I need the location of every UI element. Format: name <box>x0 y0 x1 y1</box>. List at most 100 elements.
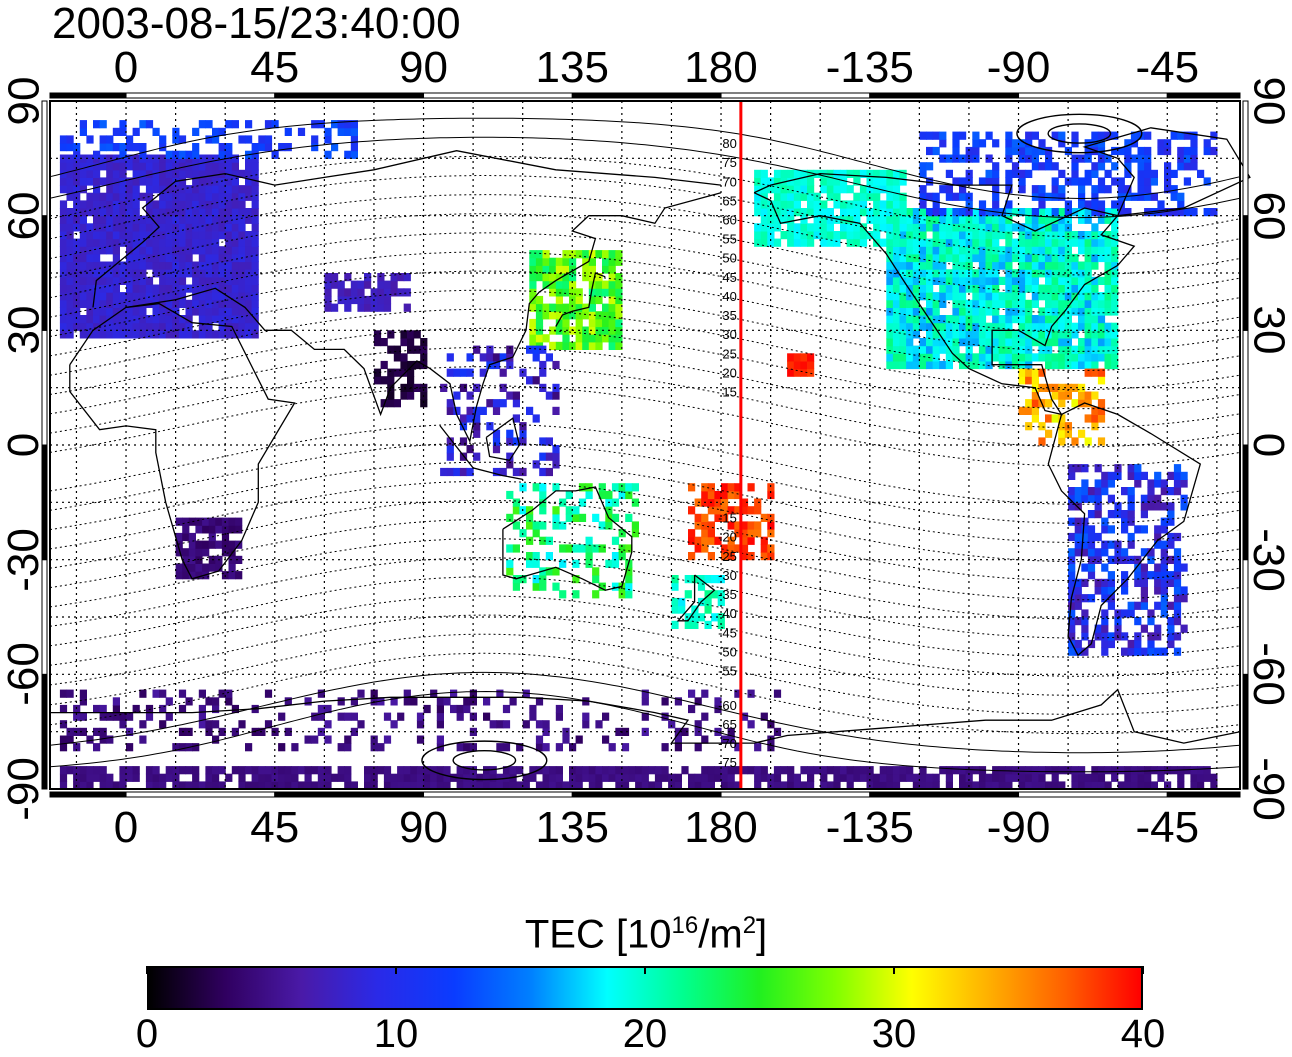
tec-cell <box>337 766 345 775</box>
tec-cell <box>952 292 960 301</box>
tec-cell <box>331 280 339 289</box>
tec-cell <box>205 330 213 339</box>
tec-cell <box>932 200 940 209</box>
tec-cell <box>542 781 550 790</box>
tec-cell <box>1005 338 1013 347</box>
tec-cell <box>66 238 74 247</box>
tec-cell <box>919 223 927 232</box>
tec-cell <box>344 712 352 721</box>
tec-cell <box>873 185 881 194</box>
tec-cell <box>1160 647 1168 656</box>
tec-cell <box>892 185 901 194</box>
tec-cell <box>145 773 154 782</box>
tec-cell <box>106 284 114 293</box>
tec-cell <box>225 223 233 232</box>
tec-cell <box>258 135 266 144</box>
tec-cell <box>939 292 947 301</box>
tec-cell <box>251 200 259 209</box>
tec-cell <box>198 253 206 263</box>
tec-cell <box>145 185 154 194</box>
tec-cell <box>205 292 213 301</box>
tec-cell <box>1104 307 1112 316</box>
tec-cell <box>1167 555 1175 564</box>
tec-cell <box>258 766 266 775</box>
tec-cell <box>238 231 246 240</box>
tec-cell <box>1071 773 1079 782</box>
tec-cell <box>66 322 74 331</box>
tec-cell <box>727 727 735 736</box>
tec-cell <box>899 223 907 232</box>
tec-cell <box>998 773 1006 782</box>
tec-cell <box>159 215 167 224</box>
tec-cell <box>539 521 547 530</box>
tec-cell <box>251 223 259 232</box>
tec-cell <box>773 781 782 790</box>
tec-cell <box>407 368 415 377</box>
tec-cell <box>641 689 649 698</box>
tec-cell <box>760 238 768 247</box>
tec-cell <box>188 548 196 557</box>
tec-cell <box>93 307 101 316</box>
tec-cell <box>932 781 940 790</box>
tec-cell <box>208 563 216 572</box>
tec-cell <box>499 383 507 392</box>
tec-cell <box>337 773 345 782</box>
tec-cell <box>1081 532 1089 542</box>
tec-cell <box>555 303 563 312</box>
tec-cell <box>985 299 993 308</box>
tec-cell <box>1114 471 1122 480</box>
tec-cell <box>1084 330 1092 339</box>
tec-cell <box>932 322 940 331</box>
tec-cell <box>132 238 140 247</box>
tec-cell <box>959 215 967 224</box>
tec-cell <box>787 169 795 178</box>
tec-cell <box>132 192 140 201</box>
tec-cell <box>1140 594 1148 603</box>
tec-cell <box>892 238 901 247</box>
tec-cell <box>1170 185 1178 194</box>
tec-cell <box>159 192 167 201</box>
tec-cell <box>572 559 580 568</box>
tec-cell <box>1074 517 1082 526</box>
tec-cell <box>175 548 183 557</box>
tec-cell <box>198 689 206 698</box>
tec-cell <box>694 773 702 782</box>
tec-cell <box>1084 315 1092 324</box>
tec-cell <box>1018 353 1026 362</box>
tec-cell <box>998 766 1006 775</box>
tec-cell <box>919 269 927 278</box>
tec-cell <box>473 429 481 438</box>
tec-cell <box>106 781 114 790</box>
tec-cell <box>79 284 87 293</box>
tec-cell <box>952 192 960 201</box>
tec-cell <box>1084 781 1092 790</box>
tec-cell <box>231 276 239 285</box>
tec-cell <box>112 292 120 301</box>
tec-cell <box>112 238 120 247</box>
tec-cell <box>1101 639 1109 649</box>
tec-cell <box>793 368 801 377</box>
coastline <box>125 192 722 444</box>
tec-cell <box>185 200 193 209</box>
tec-cell <box>807 773 815 782</box>
tec-cell <box>886 246 894 255</box>
tec-cell <box>1081 594 1089 603</box>
tec-cell <box>1177 154 1185 163</box>
tec-cell <box>1064 246 1072 255</box>
tec-cell <box>562 318 570 328</box>
tec-cell <box>555 288 563 297</box>
tec-cell <box>483 773 491 782</box>
tec-cell <box>926 215 934 224</box>
tec-cell <box>245 276 253 285</box>
tec-cell <box>212 307 220 316</box>
tec-cell <box>992 200 1000 209</box>
tec-cell <box>545 552 553 561</box>
tec-cell <box>79 781 87 790</box>
tec-cell <box>793 773 801 782</box>
tec-cell <box>1147 494 1155 503</box>
tec-cell <box>192 150 200 159</box>
tec-cell <box>1107 471 1115 480</box>
tec-cell <box>959 208 967 217</box>
tec-cell <box>145 322 154 331</box>
tec-cell <box>767 552 775 561</box>
